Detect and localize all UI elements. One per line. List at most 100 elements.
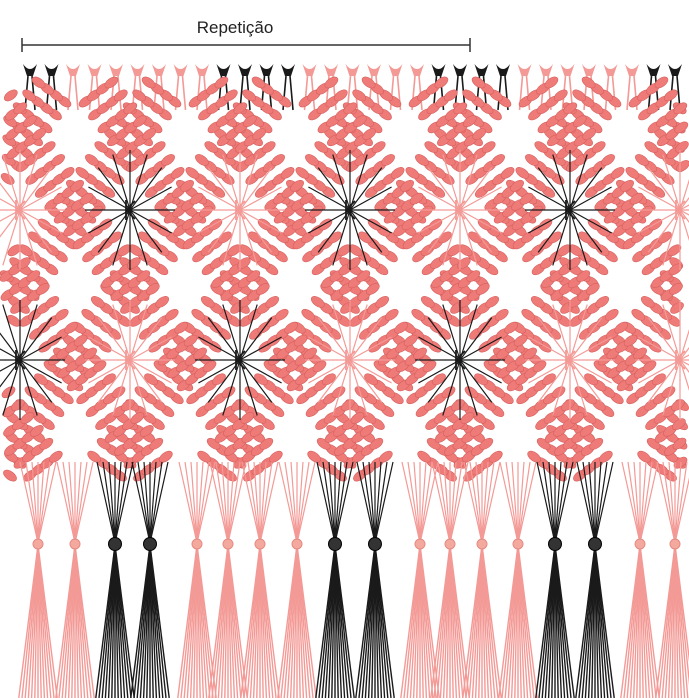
knot-oval xyxy=(601,154,615,166)
cord xyxy=(114,461,128,544)
star-ray xyxy=(239,359,273,403)
cord xyxy=(62,461,76,544)
star-ray xyxy=(129,317,163,361)
cord xyxy=(37,461,57,544)
star-ray xyxy=(569,167,603,211)
knot-oval xyxy=(204,141,219,153)
star-mark xyxy=(675,200,686,220)
star-ray xyxy=(459,317,493,361)
knot-oval xyxy=(299,192,314,205)
knot-oval xyxy=(221,386,236,399)
cord xyxy=(131,461,151,544)
knot-oval xyxy=(563,102,578,115)
cord xyxy=(407,461,421,544)
top-loop xyxy=(517,64,532,76)
star-ray xyxy=(459,209,493,253)
star-ray xyxy=(317,209,351,253)
knot-oval xyxy=(79,192,94,205)
star-mark xyxy=(565,350,576,370)
knot-oval xyxy=(466,270,481,282)
star-ray xyxy=(349,304,368,361)
knot-oval xyxy=(303,347,317,360)
star-ray xyxy=(0,209,21,222)
top-loop xyxy=(44,64,59,76)
star-ray xyxy=(317,167,351,211)
top-loop xyxy=(388,64,403,76)
knot-oval xyxy=(309,205,323,218)
knot-oval xyxy=(434,76,449,89)
star-ray xyxy=(129,336,172,361)
knot-oval xyxy=(582,128,597,140)
cord xyxy=(419,461,427,544)
knot-oval xyxy=(22,89,37,102)
star-ray xyxy=(19,359,53,403)
tassel-strand xyxy=(259,544,280,698)
cord xyxy=(178,461,198,544)
star-knots xyxy=(0,150,689,420)
knot-oval xyxy=(39,437,54,450)
knot-oval xyxy=(441,386,456,399)
gather-knot xyxy=(222,538,234,550)
knot-oval xyxy=(92,360,107,373)
star-ray xyxy=(19,209,38,266)
star-ray xyxy=(459,209,478,266)
knot-oval xyxy=(574,386,589,399)
knot-oval xyxy=(589,437,604,450)
tassel-strand xyxy=(554,544,575,698)
top-loop xyxy=(173,64,188,76)
star-ray xyxy=(442,304,461,361)
star-ray xyxy=(239,359,258,416)
knot-oval xyxy=(293,334,308,347)
knot-oval xyxy=(639,205,653,218)
knot-oval xyxy=(141,76,156,89)
star-ray xyxy=(19,359,38,416)
knot-oval xyxy=(29,425,44,437)
star-ray xyxy=(129,209,148,266)
star-ray xyxy=(427,167,461,211)
knot-oval xyxy=(255,283,270,295)
knot-oval xyxy=(644,141,659,153)
cord xyxy=(149,461,163,544)
star-ray xyxy=(207,209,241,253)
gather-knot xyxy=(108,537,122,551)
top-loop xyxy=(259,64,274,76)
knot-oval xyxy=(197,450,212,463)
star-ray xyxy=(112,209,131,266)
knot-oval xyxy=(462,89,477,102)
cord xyxy=(108,461,116,544)
knot-oval xyxy=(623,334,638,347)
star-mark xyxy=(455,350,466,370)
star-ray xyxy=(442,154,461,211)
knot-oval xyxy=(591,141,606,153)
knot-oval xyxy=(551,386,566,399)
knot-oval xyxy=(579,425,594,437)
cord xyxy=(368,461,376,544)
knot-oval xyxy=(417,450,432,463)
star-ray xyxy=(418,186,461,211)
star-mark xyxy=(15,200,26,220)
star-ray xyxy=(207,317,241,361)
cord xyxy=(633,461,641,544)
knot-oval xyxy=(307,450,322,463)
star-ray xyxy=(0,209,21,238)
star-ray xyxy=(239,209,273,253)
knot-oval xyxy=(572,115,587,128)
tassel-strand xyxy=(37,544,58,698)
cord xyxy=(481,461,501,544)
knot-oval xyxy=(519,192,534,205)
cord xyxy=(639,461,659,544)
star-ray xyxy=(97,209,131,253)
star-ray xyxy=(198,336,241,361)
gather-knot xyxy=(191,538,203,550)
knot-bands xyxy=(0,76,689,482)
tassel-strand xyxy=(296,544,317,698)
knot-oval xyxy=(652,373,666,386)
cord xyxy=(554,461,562,544)
knot-oval xyxy=(123,102,138,115)
top-loop xyxy=(453,64,467,76)
knot-oval xyxy=(223,89,238,102)
star-ray xyxy=(647,209,681,253)
knot-oval xyxy=(75,167,90,179)
star-ray xyxy=(308,209,351,234)
knot-oval xyxy=(314,141,329,153)
